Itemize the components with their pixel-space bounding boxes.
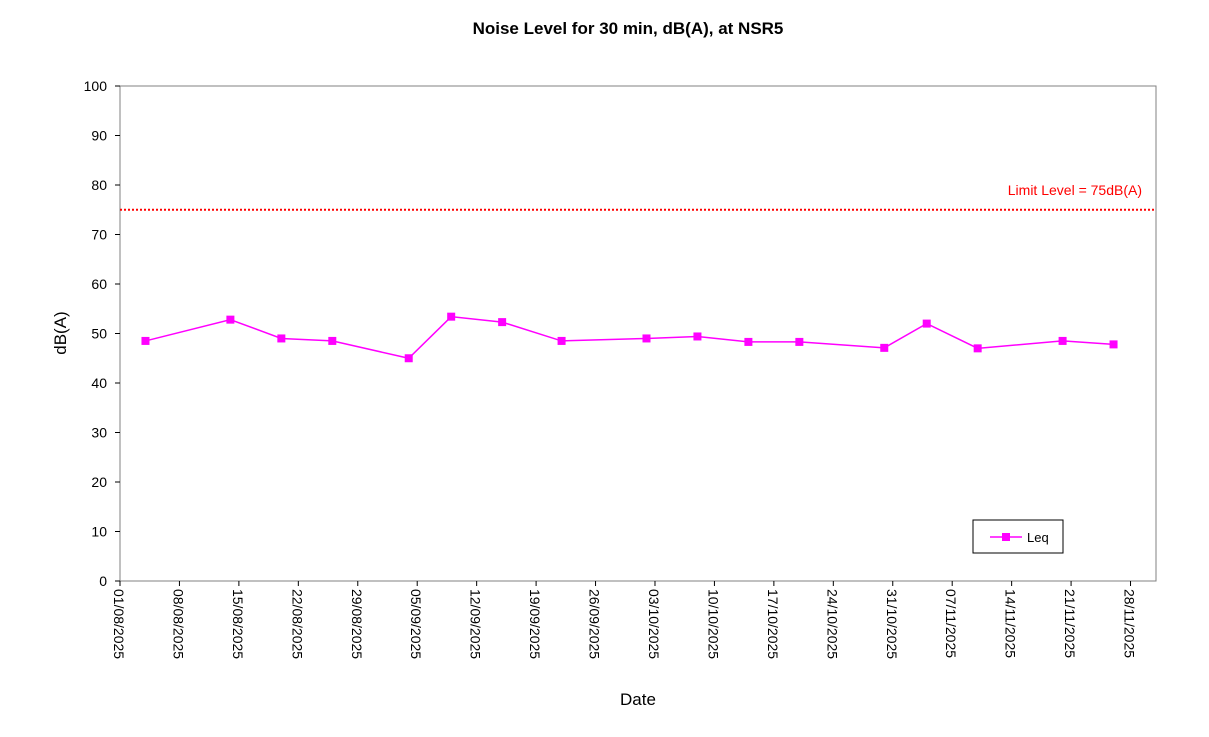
x-tick-label: 03/10/2025 (646, 589, 662, 659)
limit-level: Limit Level = 75dB(A) (120, 182, 1156, 211)
y-tick-label: 80 (91, 177, 107, 193)
y-tick-label: 50 (91, 326, 107, 342)
x-tick-label: 29/08/2025 (349, 589, 365, 659)
legend-marker (1002, 533, 1010, 541)
y-axis: 0 10 20 30 40 50 60 70 80 90 100 (84, 78, 120, 589)
data-point (922, 319, 931, 328)
plot-area (119, 85, 1157, 582)
data-point (642, 334, 651, 343)
y-tick-label: 90 (91, 128, 107, 144)
x-tick-label: 10/10/2025 (705, 589, 721, 659)
y-tick-label: 20 (91, 474, 107, 490)
y-tick-label: 10 (91, 524, 107, 540)
data-point (1109, 340, 1118, 349)
data-point (557, 336, 566, 345)
x-tick-label: 19/09/2025 (527, 589, 543, 659)
x-axis: 01/08/2025 08/08/2025 15/08/2025 22/08/2025… (111, 581, 1138, 659)
data-point (404, 354, 413, 363)
x-tick-label: 14/11/2025 (1003, 589, 1019, 658)
x-tick-label: 15/08/2025 (230, 589, 246, 659)
data-point (447, 312, 456, 321)
x-tick-label: 08/08/2025 (170, 589, 186, 659)
y-tick-label: 70 (91, 227, 107, 243)
x-tick-label: 17/10/2025 (765, 589, 781, 659)
x-tick-label: 05/09/2025 (408, 589, 424, 659)
x-tick-label: 26/09/2025 (587, 589, 603, 659)
data-point (328, 336, 337, 345)
data-point (226, 315, 235, 324)
x-axis-title: Date (620, 690, 656, 709)
legend: Leq (972, 519, 1064, 554)
y-tick-label: 40 (91, 375, 107, 391)
y-tick-label: 60 (91, 276, 107, 292)
y-tick-label: 30 (91, 425, 107, 441)
data-point (498, 318, 507, 327)
legend-label: Leq (1027, 530, 1049, 545)
data-point (880, 343, 889, 352)
data-point (141, 336, 150, 345)
data-point (795, 337, 804, 346)
data-point (744, 337, 753, 346)
data-point (693, 332, 702, 341)
x-tick-label: 01/08/2025 (111, 589, 127, 659)
x-tick-label: 22/08/2025 (289, 589, 305, 659)
data-point (1058, 336, 1067, 345)
data-point (277, 334, 286, 343)
data-point (973, 344, 982, 353)
limit-label: Limit Level = 75dB(A) (1008, 182, 1142, 198)
x-tick-label: 21/11/2025 (1062, 589, 1078, 658)
y-tick-label: 0 (99, 573, 107, 589)
series-leq (141, 312, 1118, 363)
x-tick-label: 07/11/2025 (943, 589, 959, 658)
y-tick-label: 100 (84, 78, 108, 94)
x-tick-label: 31/10/2025 (884, 589, 900, 659)
x-tick-label: 24/10/2025 (824, 589, 840, 659)
y-axis-title: dB(A) (51, 311, 70, 354)
x-tick-label: 12/09/2025 (468, 589, 484, 659)
chart-title: Noise Level for 30 min, dB(A), at NSR5 (473, 19, 784, 38)
x-tick-label: 28/11/2025 (1122, 589, 1138, 658)
